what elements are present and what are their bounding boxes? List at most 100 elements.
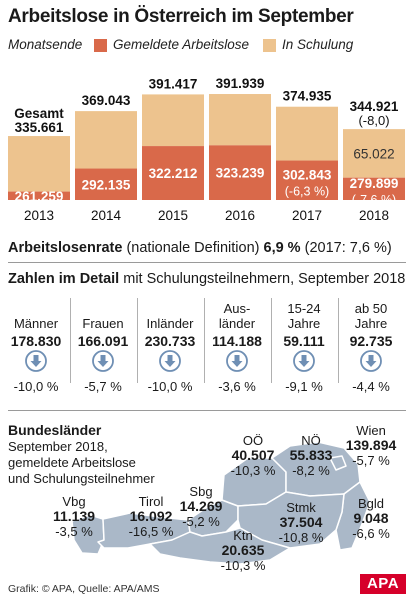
bar-gemeldete	[75, 168, 137, 200]
bar-schulung	[142, 94, 204, 147]
state-change: -5,2 %	[182, 514, 220, 529]
rate-line: Arbeitslosenrate (nationale Definition) …	[8, 240, 392, 256]
down-arrow-icon	[92, 350, 114, 372]
state-value: 9.048	[353, 510, 389, 526]
detail-item-value: 92.735	[349, 333, 393, 349]
data-label-gemeldete: 279.899	[350, 176, 399, 191]
bar-gemeldete	[142, 146, 204, 200]
detail-item-label: Aus-länder	[218, 301, 256, 331]
detail-item-change: -10,0 %	[13, 379, 59, 394]
bar-gemeldete	[8, 191, 70, 200]
data-label-gemeldete-change: (-7,6 %)	[352, 193, 396, 207]
state-value: 11.139	[52, 508, 96, 524]
detail-item-change: -3,6 %	[218, 379, 256, 394]
state-change: -6,6 %	[352, 526, 390, 541]
source-credit: Grafik: © APA, Quelle: APA/AMS	[8, 583, 160, 595]
x-tick-label: 2015	[158, 208, 188, 223]
state-name: Bgld	[357, 496, 385, 511]
state-label-bgld: Bgld 9.048 -6,6 %	[336, 496, 406, 541]
detail-item: ab 50 Jahre 92.735 -4,4 %	[341, 295, 401, 394]
state-name: Wien	[356, 423, 386, 438]
state-value: 37.504	[279, 514, 323, 530]
legend-schulung: In Schulung	[282, 37, 354, 52]
column-separator	[204, 298, 205, 383]
state-value: 40.507	[231, 447, 275, 463]
x-tick-label: 2013	[24, 208, 54, 223]
data-label-gemeldete: 323.239	[216, 166, 265, 181]
total-change: (-8,0)	[358, 113, 389, 128]
state-name: Ktn	[233, 528, 253, 543]
bar-schulung	[343, 129, 405, 178]
detail-item: Frauen 166.091 -5,7 %	[73, 295, 133, 394]
data-label-schulung: 65.022	[353, 146, 394, 161]
column-separator	[338, 298, 339, 383]
x-tick-label: 2016	[225, 208, 255, 223]
bar-schulung	[8, 136, 70, 192]
divider	[8, 410, 406, 411]
bar-gemeldete	[343, 177, 405, 200]
legend-swatch-schulung	[263, 39, 276, 52]
legend-gemeldete: Gemeldete Arbeitslose	[113, 37, 250, 52]
bar-gemeldete	[276, 160, 338, 200]
state-change: -3,5 %	[55, 524, 93, 539]
detail-item-change: -9,1 %	[285, 379, 323, 394]
state-label-wien: Wien 139.894 -5,7 %	[336, 423, 406, 468]
rate-value: 6,9 %	[263, 240, 301, 256]
bar-gemeldete	[209, 145, 271, 200]
state-label-vbg: Vbg 11.139 -3,5 %	[44, 494, 104, 539]
detail-item-label: 15-24 Jahre	[287, 301, 321, 331]
state-value: 55.833	[289, 447, 333, 463]
divider	[8, 262, 406, 263]
data-label-gemeldete: 302.843	[283, 167, 332, 182]
detail-item-change: -4,4 %	[352, 379, 390, 394]
state-label-sbg: Sbg 14.269 -5,2 %	[166, 484, 236, 529]
bundeslaender-title: Bundesländer	[8, 422, 102, 438]
state-label-ooe: OÖ 40.507 -10,3 %	[218, 433, 288, 478]
detail-item-label: Inländer	[146, 316, 194, 331]
state-label-ktn: Ktn 20.635 -10,3 %	[208, 528, 278, 573]
state-change: -10,3 %	[230, 463, 276, 478]
state-label-tirol: Tirol 16.092 -16,5 %	[116, 494, 186, 539]
detail-item: Inländer 230.733 -10,0 %	[140, 295, 200, 394]
detail-item-label: Frauen	[82, 316, 124, 331]
detail-heading: Zahlen im Detail mit Schulungsteilnehmer…	[8, 271, 405, 287]
down-arrow-icon	[25, 350, 47, 372]
bar-schulung	[75, 111, 137, 169]
rate-label: Arbeitslosenrate	[8, 240, 123, 256]
detail-item-value: 178.830	[10, 333, 62, 349]
x-tick-label: 2017	[292, 208, 322, 223]
state-change: -8,2 %	[292, 463, 330, 478]
state-name: NÖ	[301, 433, 321, 448]
total-prefix: Gesamt	[14, 106, 64, 121]
state-value: 20.635	[221, 542, 265, 558]
state-name: Stmk	[286, 500, 316, 515]
detail-item-label: Männer	[13, 316, 59, 331]
state-label-noe: NÖ 55.833 -8,2 %	[276, 433, 346, 478]
down-arrow-icon	[226, 350, 248, 372]
legend-monatsende: Monatsende	[8, 37, 83, 52]
chart-title: Arbeitslose in Österreich im September	[8, 6, 354, 27]
detail-item: 15-24 Jahre 59.111 -9,1 %	[274, 295, 334, 394]
bar-schulung	[209, 94, 271, 146]
state-name: Tirol	[138, 494, 164, 509]
state-change: -10,3 %	[220, 558, 266, 573]
detail-item-value: 59.111	[283, 333, 325, 349]
data-label-gemeldete: 261.259	[15, 189, 64, 204]
column-separator	[70, 298, 71, 383]
state-name: OÖ	[242, 433, 264, 448]
state-change: -16,5 %	[128, 524, 174, 539]
column-separator	[137, 298, 138, 383]
detail-item-change: -10,0 %	[147, 379, 193, 394]
data-label-total: 391.939	[216, 76, 265, 91]
detail-item-change: -5,7 %	[84, 379, 122, 394]
detail-item-value: 166.091	[77, 333, 129, 349]
data-label-gemeldete-change: (-6,3 %)	[285, 184, 329, 198]
state-change: -10,8 %	[278, 530, 324, 545]
bar-schulung	[276, 106, 338, 161]
apa-logo: APA	[360, 574, 406, 594]
column-separator	[271, 298, 272, 383]
state-label-stmk: Stmk 37.504 -10,8 %	[266, 500, 336, 545]
data-label-total: 344.921	[350, 99, 399, 114]
x-tick-label: 2014	[91, 208, 122, 223]
